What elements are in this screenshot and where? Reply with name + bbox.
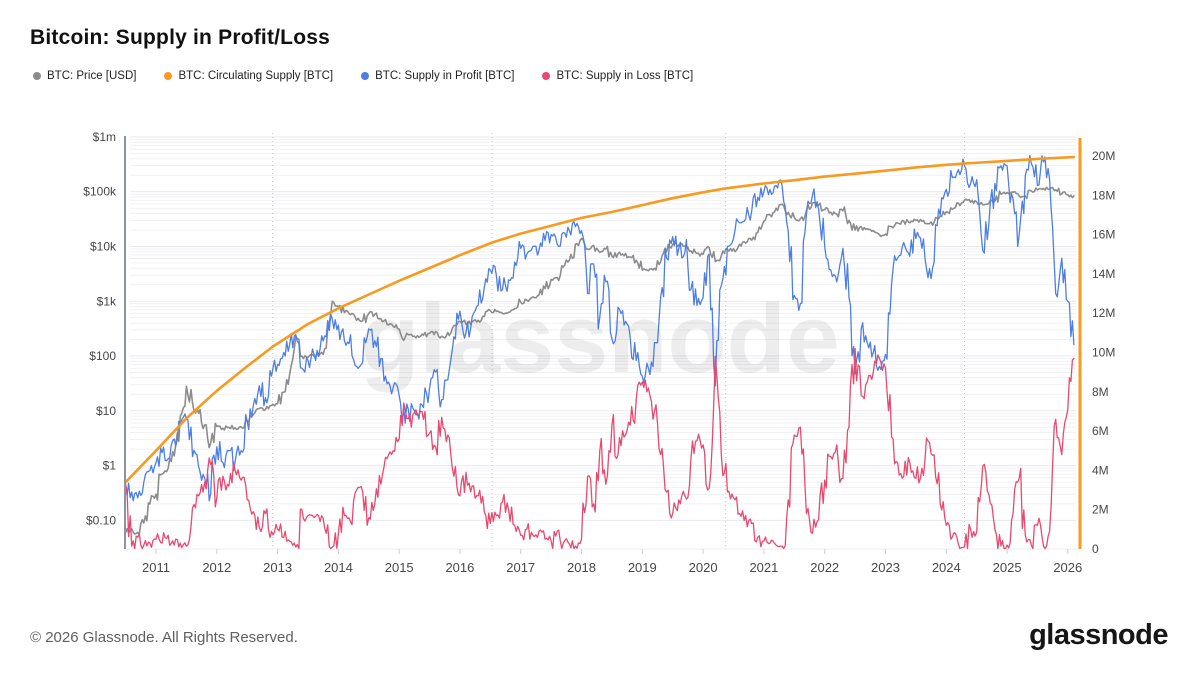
svg-text:$10k: $10k	[90, 240, 117, 254]
legend-label: BTC: Supply in Profit [BTC]	[375, 70, 515, 82]
svg-text:4M: 4M	[1092, 463, 1109, 477]
svg-text:8M: 8M	[1092, 385, 1109, 399]
svg-text:0: 0	[1092, 542, 1099, 556]
svg-text:2026: 2026	[1053, 560, 1082, 575]
svg-text:2016: 2016	[445, 560, 474, 575]
price-series-dot-icon	[33, 72, 41, 80]
legend-label: BTC: Price [USD]	[47, 70, 137, 82]
legend-item-supply-in-profit[interactable]: BTC: Supply in Profit [BTC]	[361, 70, 514, 82]
svg-text:$100k: $100k	[83, 185, 117, 199]
svg-text:16M: 16M	[1092, 228, 1115, 242]
copyright-text: © 2026 Glassnode. All Rights Reserved.	[30, 629, 298, 646]
legend-label: BTC: Circulating Supply [BTC]	[178, 70, 334, 82]
svg-text:14M: 14M	[1092, 267, 1115, 281]
y-axis-left-labels: $1m $100k $10k $1k $100 $10 $1 $0.10	[83, 130, 117, 528]
svg-text:2024: 2024	[932, 560, 961, 575]
svg-text:2022: 2022	[810, 560, 839, 575]
svg-text:2020: 2020	[689, 560, 718, 575]
series-4	[124, 155, 1076, 484]
x-axis-ticks: 2011 2012 2013 2014 2015 2016 2017 2018 2019 2020…	[142, 549, 1082, 575]
y-axis-right-labels: 20M 18M 16M 14M 12M 10M 8M 6M 4M 2M 0	[1092, 149, 1115, 556]
svg-text:$1k: $1k	[97, 294, 117, 308]
svg-text:2013: 2013	[263, 560, 292, 575]
svg-text:6M: 6M	[1092, 424, 1109, 438]
svg-text:2014: 2014	[324, 560, 353, 575]
svg-text:2018: 2018	[567, 560, 596, 575]
svg-text:2021: 2021	[749, 560, 778, 575]
legend-item-supply-in-loss[interactable]: BTC: Supply in Loss [BTC]	[542, 70, 693, 82]
series-2	[124, 154, 1075, 502]
svg-text:2012: 2012	[202, 560, 231, 575]
svg-text:2M: 2M	[1092, 503, 1109, 517]
svg-text:12M: 12M	[1092, 306, 1115, 320]
halving-lines	[272, 133, 965, 549]
svg-text:$1: $1	[103, 459, 117, 473]
supply-in-profit-series-dot-icon	[361, 72, 370, 80]
page-title: Bitcoin: Supply in Profit/Loss	[30, 26, 330, 49]
series-3	[124, 347, 1075, 550]
svg-text:2015: 2015	[385, 560, 414, 575]
svg-text:2011: 2011	[142, 560, 170, 575]
supply-in-loss-series-dot-icon	[542, 72, 551, 80]
svg-text:18M: 18M	[1092, 188, 1115, 202]
series-1	[124, 186, 1075, 536]
svg-text:2019: 2019	[628, 560, 657, 575]
chart-legend: BTC: Price [USD] BTC: Circulating Supply…	[33, 70, 693, 82]
circulating-supply-series-dot-icon	[164, 72, 173, 80]
svg-text:$10: $10	[96, 404, 116, 418]
svg-text:20M: 20M	[1092, 149, 1115, 163]
series-lines	[124, 154, 1076, 550]
axes	[124, 136, 1082, 549]
glassnode-watermark: glassnode	[360, 284, 840, 393]
legend-item-price[interactable]: BTC: Price [USD]	[33, 70, 136, 82]
legend-label: BTC: Supply in Loss [BTC]	[556, 70, 694, 82]
legend-item-circulating-supply[interactable]: BTC: Circulating Supply [BTC]	[164, 70, 333, 82]
svg-text:2023: 2023	[871, 560, 900, 575]
svg-text:$1m: $1m	[93, 130, 116, 144]
glassnode-logo: glassnode	[1029, 619, 1168, 651]
svg-text:$0.10: $0.10	[86, 513, 116, 527]
grid-lines	[125, 136, 1080, 550]
svg-text:10M: 10M	[1092, 346, 1115, 360]
svg-text:2017: 2017	[506, 560, 535, 575]
svg-text:$100: $100	[89, 349, 116, 363]
svg-text:2025: 2025	[993, 560, 1022, 575]
